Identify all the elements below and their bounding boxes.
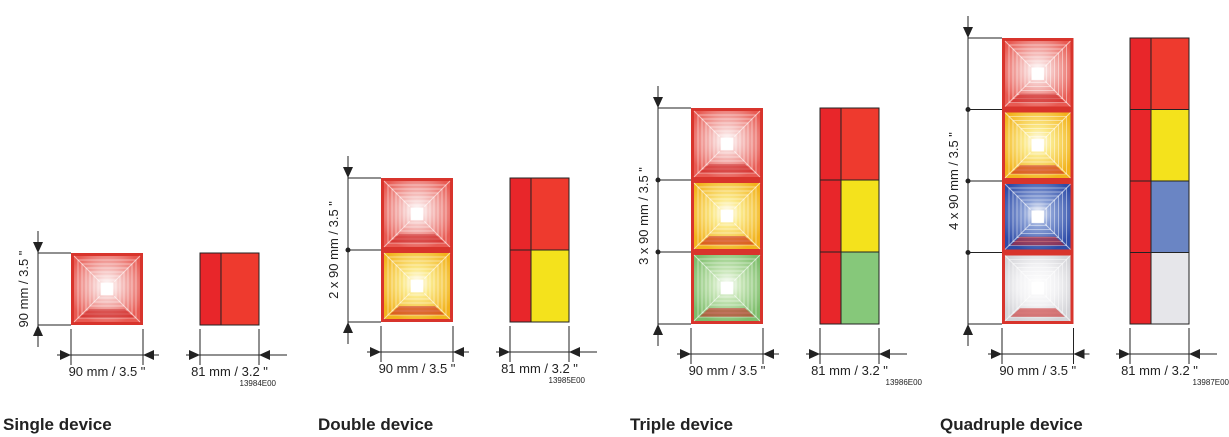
dimension-node <box>655 249 661 255</box>
lens-center <box>1031 67 1044 80</box>
dimension-arrowhead <box>680 349 691 359</box>
red-beacon-module <box>71 253 143 325</box>
red-beacon-module <box>1002 38 1074 110</box>
green-beacon-module <box>691 252 763 324</box>
lens-center <box>1031 282 1044 295</box>
lens-center <box>720 137 734 151</box>
side-module-green <box>840 251 880 325</box>
lens-center <box>1031 210 1044 223</box>
height-dimension-label: 90 mm / 3.5 " <box>16 250 31 327</box>
lens-center <box>100 282 114 296</box>
side-mount-strip <box>509 177 532 251</box>
drawing-code: 13985E00 <box>549 376 586 385</box>
red-beacon-module <box>381 178 453 250</box>
side-width-label: 81 mm / 3.2 " <box>1121 363 1198 378</box>
lens-center <box>720 209 734 223</box>
yellow-beacon-module <box>691 180 763 252</box>
dimension-arrowhead <box>763 349 774 359</box>
dimension-arrowhead <box>653 97 663 108</box>
double-device-title: Double device <box>318 415 433 434</box>
dimension-arrowhead <box>963 324 973 335</box>
yellow-beacon-module <box>1002 109 1074 181</box>
lens-center <box>410 207 424 221</box>
front-width-label: 90 mm / 3.5 " <box>379 361 456 376</box>
dimension-arrowhead <box>569 347 580 357</box>
lens-center <box>720 281 734 295</box>
dimension-node <box>965 250 971 255</box>
red-beacon-module <box>691 108 763 180</box>
side-module-yellow <box>530 249 570 323</box>
side-mount-strip <box>1129 109 1152 182</box>
single-device-title: Single device <box>3 415 112 434</box>
quadruple-device-drawing: 4 x 90 mm / 3.5 " 90 mm / 3.5 " 81 mm / 3.… <box>946 16 1229 387</box>
dimension-arrowhead <box>963 27 973 38</box>
height-dimension-label: 3 x 90 mm / 3.5 " <box>636 167 651 265</box>
dimension-node <box>655 177 661 183</box>
side-mount-strip <box>199 252 222 326</box>
white-beacon-module <box>1002 252 1074 324</box>
side-view <box>819 107 880 325</box>
side-mount-strip <box>1129 252 1152 325</box>
dimension-arrowhead <box>60 350 71 360</box>
dimension-arrowhead <box>343 167 353 178</box>
single-device-drawing: 90 mm / 3.5 " 90 mm / 3.5 " 81 mm / 3.2 "1… <box>16 231 287 388</box>
front-width-label: 90 mm / 3.5 " <box>69 364 146 379</box>
front-width-label: 90 mm / 3.5 " <box>689 363 766 378</box>
side-mount-strip <box>1129 180 1152 253</box>
double-device-drawing: 2 x 90 mm / 3.5 " 90 mm / 3.5 " 81 mm / 3.… <box>326 156 597 385</box>
side-view <box>1129 37 1190 325</box>
side-module-red <box>840 107 880 181</box>
dimension-arrowhead <box>343 322 353 333</box>
drawing-code: 13987E00 <box>1193 378 1229 387</box>
height-dimension-label: 2 x 90 mm / 3.5 " <box>326 201 341 299</box>
side-mount-strip <box>1129 37 1152 110</box>
drawing-code: 13986E00 <box>886 378 923 387</box>
dimension-arrowhead <box>189 350 200 360</box>
side-view <box>509 177 570 323</box>
triple-device-title: Triple device <box>630 415 733 434</box>
side-width-label: 81 mm / 3.2 " <box>191 364 268 379</box>
height-dimension-label: 4 x 90 mm / 3.5 " <box>946 132 961 230</box>
dimension-arrowhead <box>653 324 663 335</box>
side-module-yellow <box>1150 109 1190 182</box>
dimension-arrowhead <box>33 325 43 336</box>
dimension-arrowhead <box>1189 349 1200 359</box>
dimension-arrowhead <box>1073 349 1085 359</box>
lens-center <box>1031 139 1044 152</box>
quadruple-device-title: Quadruple device <box>940 415 1083 434</box>
dimension-arrowhead <box>143 350 154 360</box>
dimension-arrowhead <box>809 349 820 359</box>
side-width-label: 81 mm / 3.2 " <box>811 363 888 378</box>
dimension-arrowhead <box>499 347 510 357</box>
dimension-arrowhead <box>453 347 464 357</box>
lens-center <box>410 279 424 293</box>
side-mount-strip <box>819 107 842 181</box>
side-mount-strip <box>509 249 532 323</box>
dimension-arrowhead <box>259 350 270 360</box>
dimension-node <box>965 107 971 112</box>
dimension-node <box>345 247 351 253</box>
dimension-arrowhead <box>1119 349 1130 359</box>
side-module-white <box>1150 252 1190 325</box>
side-module-red <box>1150 37 1190 110</box>
side-module-red <box>530 177 570 251</box>
dimension-arrowhead <box>33 242 43 253</box>
dimension-arrowhead <box>991 349 1002 359</box>
triple-device-drawing: 3 x 90 mm / 3.5 " 90 mm / 3.5 " 81 mm / 3.… <box>636 86 923 387</box>
drawing-code: 13984E00 <box>240 379 277 388</box>
side-mount-strip <box>819 251 842 325</box>
yellow-beacon-module <box>381 250 453 322</box>
side-mount-strip <box>819 179 842 253</box>
side-module-yellow <box>840 179 880 253</box>
side-width-label: 81 mm / 3.2 " <box>501 361 578 376</box>
dimension-arrowhead <box>879 349 890 359</box>
dimension-node <box>965 178 971 184</box>
front-width-label: 90 mm / 3.5 " <box>999 363 1076 378</box>
dimension-arrowhead <box>370 347 381 357</box>
side-module-blue <box>1150 180 1190 253</box>
side-module-red <box>220 252 260 326</box>
blue-beacon-module <box>1002 181 1074 253</box>
side-view <box>199 252 260 326</box>
